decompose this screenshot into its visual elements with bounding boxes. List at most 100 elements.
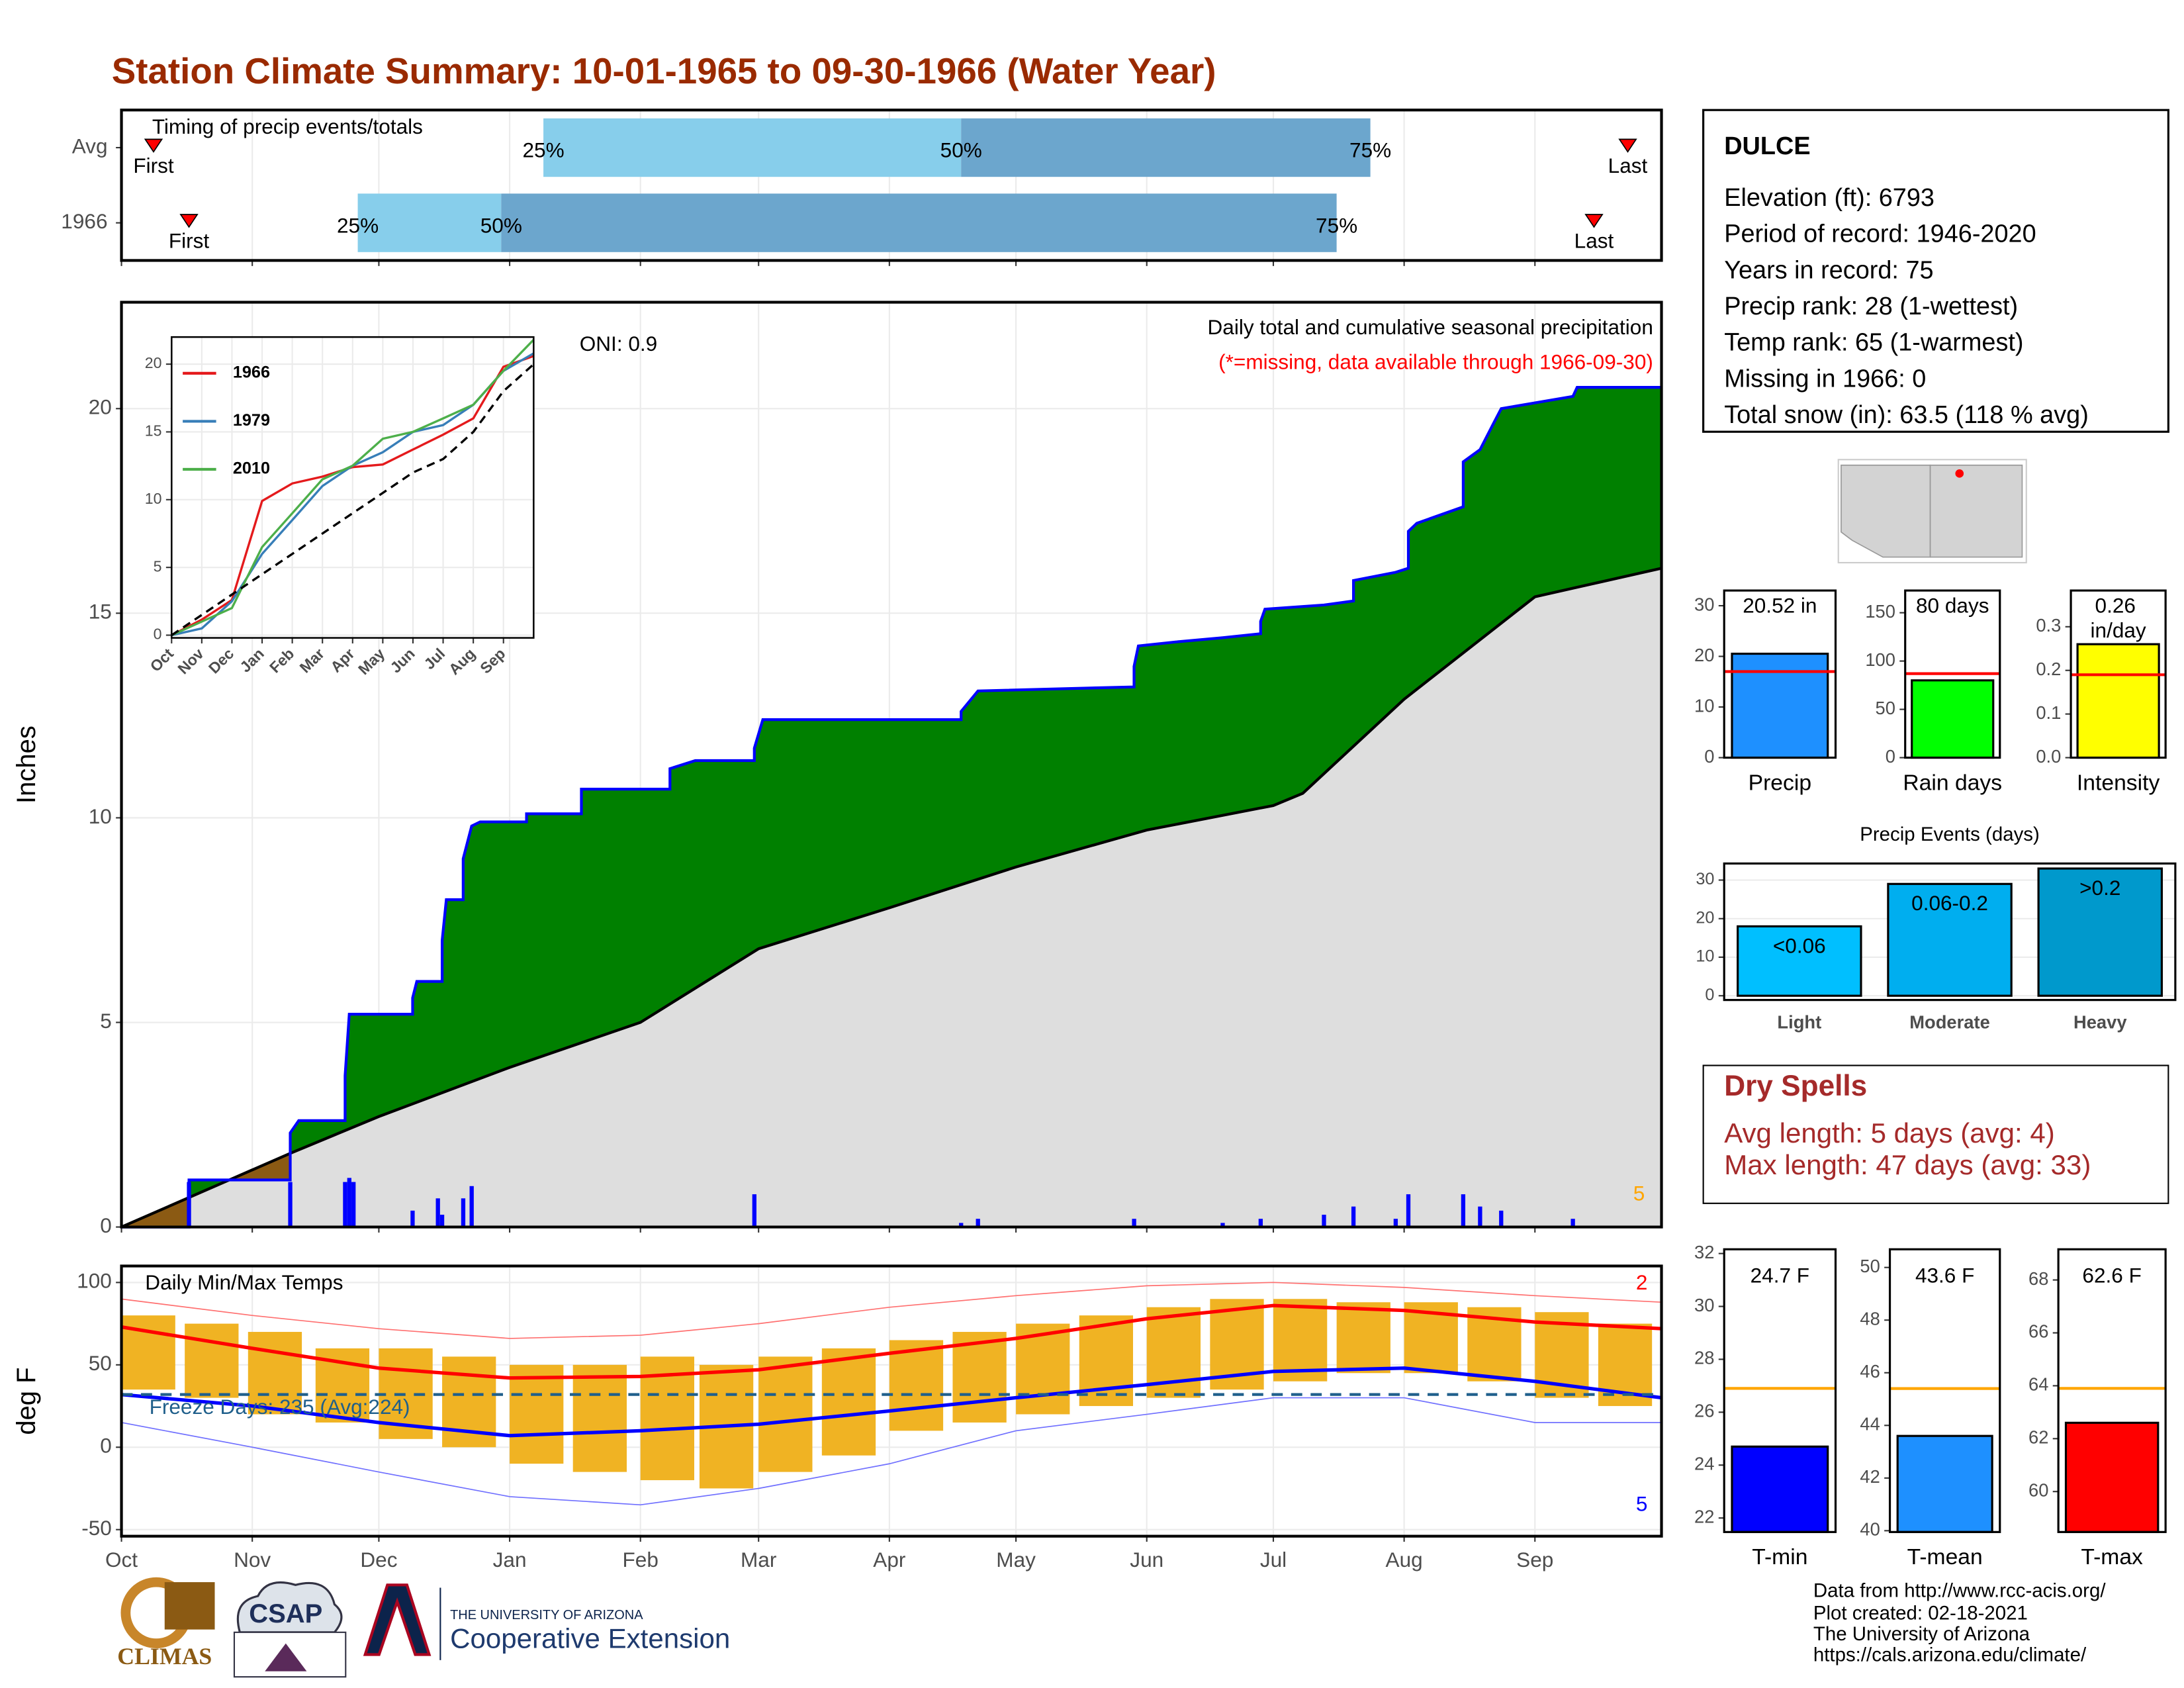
station-dot: [1955, 469, 1964, 478]
x-tick-label: Jun: [1130, 1548, 1163, 1571]
station-line: Missing in 1966: 0: [1724, 365, 1926, 393]
y-tick-label: 60: [2028, 1479, 2048, 1500]
event-marker: [179, 214, 199, 228]
dry-spells-line: Max length: 47 days (avg: 33): [1724, 1149, 2091, 1180]
daily-bar: [461, 1198, 466, 1227]
category-label: Intensity: [2077, 771, 2160, 795]
y-tick-label: 66: [2028, 1321, 2048, 1342]
event-label: Last: [1608, 154, 1648, 177]
plot-frame: [171, 336, 535, 639]
x-tick-label: Nov: [234, 1548, 271, 1571]
logos: CLIMAS CSAP THE UNIVERSITY OF ARIZONA Co…: [117, 1577, 730, 1678]
observed-range: [758, 1356, 813, 1472]
y-tick-label: 0: [154, 626, 162, 643]
y-tick-label: 15: [145, 422, 162, 440]
x-tick-label: May: [996, 1548, 1036, 1571]
csap-cloud: [236, 1581, 343, 1634]
daily-bar: [343, 1182, 347, 1227]
daily-bar: [1258, 1219, 1263, 1227]
event-marker: [1618, 138, 1637, 153]
bar: [1731, 1445, 1829, 1533]
plot-frame: [1888, 1248, 2001, 1533]
y-tick-label: 0.3: [2036, 615, 2061, 635]
extension-text: Cooperative Extension: [450, 1623, 730, 1654]
y-tick-label: 0: [100, 1434, 112, 1458]
plot-frame: [120, 1264, 1663, 1538]
timing-bar: [501, 193, 1337, 252]
bar: [1896, 1434, 1993, 1533]
x-tick-label: Sep: [1516, 1548, 1553, 1571]
plot-frame: [120, 301, 1663, 1229]
category-label: Rain days: [1903, 771, 2002, 795]
y-tick-label: 0: [100, 1213, 112, 1237]
x-tick-label: Oct: [105, 1548, 138, 1571]
daily-bar: [439, 1215, 445, 1227]
station-line: Total snow (in): 63.5 (118 % avg): [1724, 401, 2089, 429]
value-label: 62.6 F: [2082, 1264, 2141, 1288]
x-tick-label: Feb: [623, 1548, 659, 1571]
y-axis-label: deg F: [12, 1367, 41, 1434]
bar: [2076, 643, 2160, 759]
panel-title: Daily total and cumulative seasonal prec…: [1208, 315, 1653, 339]
panel-title: Daily Min/Max Temps: [145, 1270, 343, 1294]
x-tick-label: Light: [1777, 1012, 1821, 1033]
x-tick-label: Mar: [741, 1548, 776, 1571]
bar: [2064, 1421, 2160, 1533]
y-tick-label: 32: [1694, 1242, 1714, 1262]
ua-text: THE UNIVERSITY OF ARIZONA: [450, 1608, 643, 1622]
y-tick-label: 20: [1696, 908, 1714, 927]
y-tick-label: 20: [145, 354, 162, 371]
station-line: Years in record: 75: [1724, 256, 1933, 284]
daily-bar: [976, 1219, 980, 1227]
timing-bar: [543, 118, 962, 177]
y-tick-label: 10: [89, 804, 112, 828]
observed-range: [1336, 1302, 1390, 1374]
plot-frame: [2057, 1248, 2167, 1533]
x-tick-label: Jan: [493, 1548, 527, 1571]
plot-frame: [1904, 589, 2001, 759]
legend-label: 2010: [233, 459, 270, 478]
cumulative-line: [171, 338, 535, 637]
x-tick-label: Aug: [1386, 1548, 1423, 1571]
csap-text: CSAP: [249, 1599, 322, 1628]
timing-bar: [357, 193, 502, 252]
daily-bar: [1570, 1219, 1575, 1227]
x-tick-label: Moderate: [1909, 1012, 1990, 1033]
y-tick-label: 68: [2028, 1268, 2048, 1289]
y-tick-label: 0: [1886, 746, 1895, 767]
bar: [1887, 882, 2013, 997]
daily-bar: [288, 1182, 293, 1227]
footer-line: Plot created: 02-18-2021: [1813, 1602, 2028, 1624]
count-label: 5: [1633, 1182, 1645, 1205]
observed-range: [185, 1323, 239, 1398]
observed-range: [889, 1340, 944, 1431]
percent-label: 50%: [480, 213, 522, 237]
daily-bar: [1461, 1194, 1466, 1227]
percent-label: 50%: [940, 138, 982, 162]
daily-bar: [752, 1194, 756, 1227]
dry-spells-title: Dry Spells: [1724, 1070, 1867, 1102]
event-label: Last: [1574, 228, 1614, 252]
y-tick-label: 42: [1860, 1466, 1880, 1487]
event-label: First: [169, 228, 210, 252]
panel-title: Precip Events (days): [1860, 823, 2040, 845]
average-line: [121, 1303, 1662, 1380]
y-tick-label: 20: [1694, 645, 1714, 665]
daily-bar: [1406, 1194, 1411, 1227]
y-tick-label: 10: [1694, 695, 1714, 716]
observed-range: [952, 1332, 1007, 1423]
bin-label: 0.06-0.2: [1911, 891, 1988, 915]
freeze-label: Freeze Days: 235 (Avg:224): [150, 1395, 410, 1419]
plot-frame: [1723, 862, 2177, 1002]
y-tick-label: 0: [1705, 986, 1714, 1004]
climas-text: CLIMAS: [117, 1643, 212, 1669]
percent-label: 75%: [1316, 213, 1357, 237]
observed-range: [510, 1364, 564, 1464]
dry-spells-frame: [1702, 1064, 2169, 1204]
daily-bar: [1132, 1219, 1136, 1227]
bar: [2037, 867, 2163, 997]
y-tick-label: 10: [145, 490, 162, 507]
bar: [1911, 679, 1995, 759]
plot-frame: [2070, 589, 2167, 759]
daily-bar: [351, 1182, 356, 1227]
